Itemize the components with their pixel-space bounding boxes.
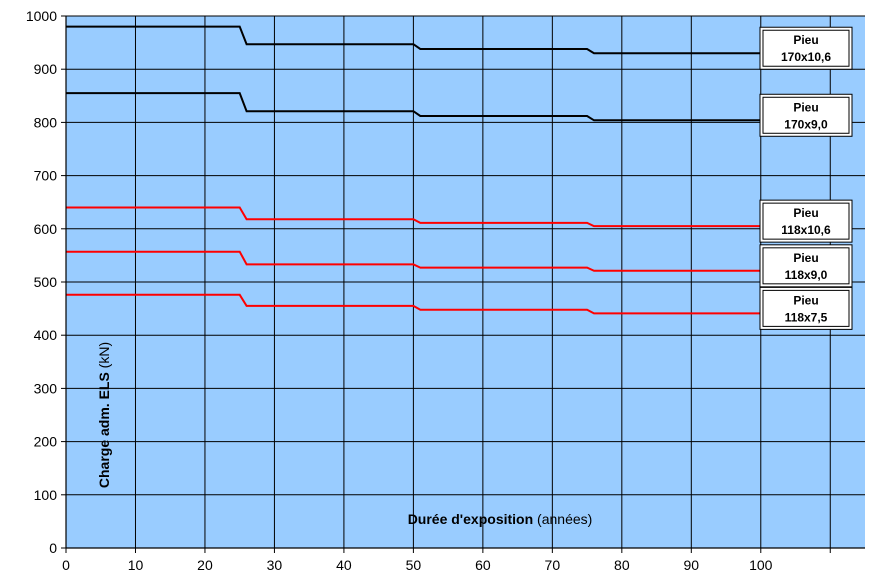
y-tick-label: 300 — [34, 380, 58, 396]
y-tick-label: 100 — [34, 487, 58, 503]
x-tick-label: 0 — [62, 557, 70, 573]
x-tick-label: 50 — [406, 557, 422, 573]
y-tick-label: 900 — [34, 61, 58, 77]
label-line-1: Pieu — [793, 33, 818, 47]
series-label-5: Pieu 118x7,5 — [759, 286, 853, 330]
x-tick-label: 20 — [197, 557, 213, 573]
label-box-outer — [759, 199, 853, 243]
x-tick-label: 40 — [336, 557, 352, 573]
y-tick-label: 200 — [34, 434, 58, 450]
label-line-2: 170x10,6 — [781, 50, 831, 64]
label-box-inner — [762, 289, 850, 327]
x-tick-label: 80 — [614, 557, 630, 573]
series-label-2: Pieu 170x9,0 — [759, 93, 853, 137]
label-box-outer — [759, 93, 853, 137]
label-line-1: Pieu — [793, 206, 818, 220]
label-box-inner — [762, 29, 850, 67]
x-axis-title-bold: Durée d'exposition — [408, 511, 533, 527]
x-axis-title-unit: (années) — [533, 511, 592, 527]
y-tick-label: 400 — [34, 327, 58, 343]
legend-labels: Pieu 170x10,6 Pieu 170x9,0 Pieu 118x10,6 Pieu 1… — [759, 26, 853, 330]
series-label-4: Pieu 118x9,0 — [759, 244, 853, 288]
label-box-inner — [762, 96, 850, 134]
y-tick-label: 500 — [34, 274, 58, 290]
label-line-2: 118x10,6 — [781, 223, 831, 237]
label-box-outer — [759, 244, 853, 288]
series-label-3: Pieu 118x10,6 — [759, 199, 853, 243]
y-axis-title-bold: Charge adm. ELS — [96, 372, 112, 488]
series-group — [66, 25, 761, 315]
series-line-3 — [66, 206, 761, 228]
y-tick-label: 0 — [49, 540, 57, 556]
label-box-inner — [762, 247, 850, 285]
label-box-outer — [759, 26, 853, 70]
y-tick-label: 1000 — [26, 8, 57, 24]
y-tick-label: 700 — [34, 168, 58, 184]
x-tick-label: 10 — [128, 557, 144, 573]
label-line-2: 118x9,0 — [785, 268, 828, 282]
label-line-1: Pieu — [793, 293, 818, 307]
x-tick-label: 100 — [749, 557, 773, 573]
x-tick-label: 70 — [545, 557, 561, 573]
label-line-2: 118x7,5 — [785, 310, 828, 324]
axes: 0 100 200 300 400 500 600 700 800 900 1000 0 10 20 30 4… — [26, 8, 865, 573]
label-box-inner — [762, 202, 850, 240]
label-line-2: 170x9,0 — [784, 117, 828, 131]
x-tick-label: 30 — [267, 557, 283, 573]
y-tick-label: 800 — [34, 114, 58, 130]
series-label-1: Pieu 170x10,6 — [759, 26, 853, 70]
series-line-1 — [66, 25, 761, 55]
label-line-1: Pieu — [793, 100, 818, 114]
x-tick-label: 60 — [475, 557, 491, 573]
y-axis-title-unit: (kN) — [96, 342, 112, 372]
series-line-5 — [66, 293, 761, 315]
x-axis-title: Durée d'exposition (années) — [408, 511, 593, 527]
label-box-outer — [759, 286, 853, 330]
y-axis-title: Charge adm. ELS (kN) — [96, 342, 112, 488]
series-line-2 — [66, 92, 761, 122]
series-line-4 — [66, 250, 761, 272]
y-tick-label: 600 — [34, 221, 58, 237]
x-tick-label: 90 — [684, 557, 700, 573]
label-line-1: Pieu — [793, 251, 818, 265]
